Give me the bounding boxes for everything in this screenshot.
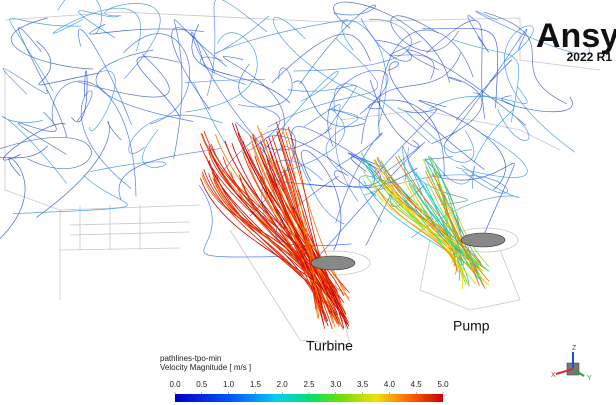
pathline — [261, 71, 339, 155]
colorbar-tick-label: 1.5 — [250, 380, 262, 389]
colorbar-tick-label: 3.0 — [330, 380, 342, 389]
pathline — [502, 96, 573, 112]
pathline — [0, 158, 25, 251]
pathline — [3, 68, 47, 94]
pathlines — [0, 0, 589, 330]
pathline — [78, 54, 169, 97]
pathline — [52, 81, 136, 196]
logo-version: 2022 R1 — [567, 50, 613, 64]
colorbar-tick-label: 5.0 — [437, 380, 449, 389]
pathline — [431, 77, 482, 144]
colorbar-tick-label: 2.5 — [303, 380, 315, 389]
colorbar-tick-label: 0.5 — [196, 380, 208, 389]
colorbar-tick-label: 4.0 — [384, 380, 396, 389]
pathline — [294, 19, 412, 71]
pathline — [18, 112, 66, 154]
pathline — [10, 18, 81, 91]
colorbar — [175, 394, 443, 402]
colorbar-tick-label: 4.5 — [411, 380, 423, 389]
triad-y: Y — [587, 375, 592, 382]
pathline — [192, 24, 290, 103]
pathline — [36, 121, 121, 217]
pathline — [96, 50, 193, 121]
legend-subtitle: Velocity Magnitude [ m/s ] — [160, 363, 251, 372]
pathline — [78, 29, 131, 125]
pathline — [334, 2, 450, 82]
pathline — [174, 19, 227, 159]
pathline — [238, 68, 292, 107]
pathline — [89, 71, 115, 131]
pathline — [105, 3, 160, 78]
pathline — [272, 34, 371, 83]
pathline — [53, 8, 140, 51]
colorbar-tick-label: 2.0 — [277, 380, 289, 389]
pathline — [293, 81, 364, 127]
geometry — [5, 12, 600, 345]
pathline — [137, 57, 180, 117]
colorbar-tick-label: 1.0 — [223, 380, 235, 389]
colorbar-tick-label: 0.0 — [169, 380, 181, 389]
triad-x: X — [551, 372, 556, 379]
pathline — [429, 86, 527, 109]
colorbar-ticks: 0.0 0.5 1.0 1.5 2.0 2.5 3.0 3.5 4.0 4.5 5.0 — [169, 380, 449, 394]
axis-triad: Z Y X — [551, 345, 592, 382]
pathline — [0, 146, 48, 176]
viewport: Ansys 2022 R1 Turbine Pump pathlines-tpo… — [0, 0, 616, 405]
pump-label: Pump — [453, 318, 490, 334]
turbine-label: Turbine — [306, 338, 353, 354]
pathline — [282, 128, 337, 323]
pathline — [387, 62, 484, 170]
legend-title: pathlines-tpo-min — [160, 354, 221, 363]
page: {"logo": {"brand": "Ansys", "version": "… — [0, 0, 616, 405]
pathline — [446, 29, 527, 142]
triad-z: Z — [572, 345, 577, 352]
pathline — [473, 92, 514, 161]
pathline — [498, 109, 529, 141]
colorbar-tick-label: 3.5 — [357, 380, 369, 389]
